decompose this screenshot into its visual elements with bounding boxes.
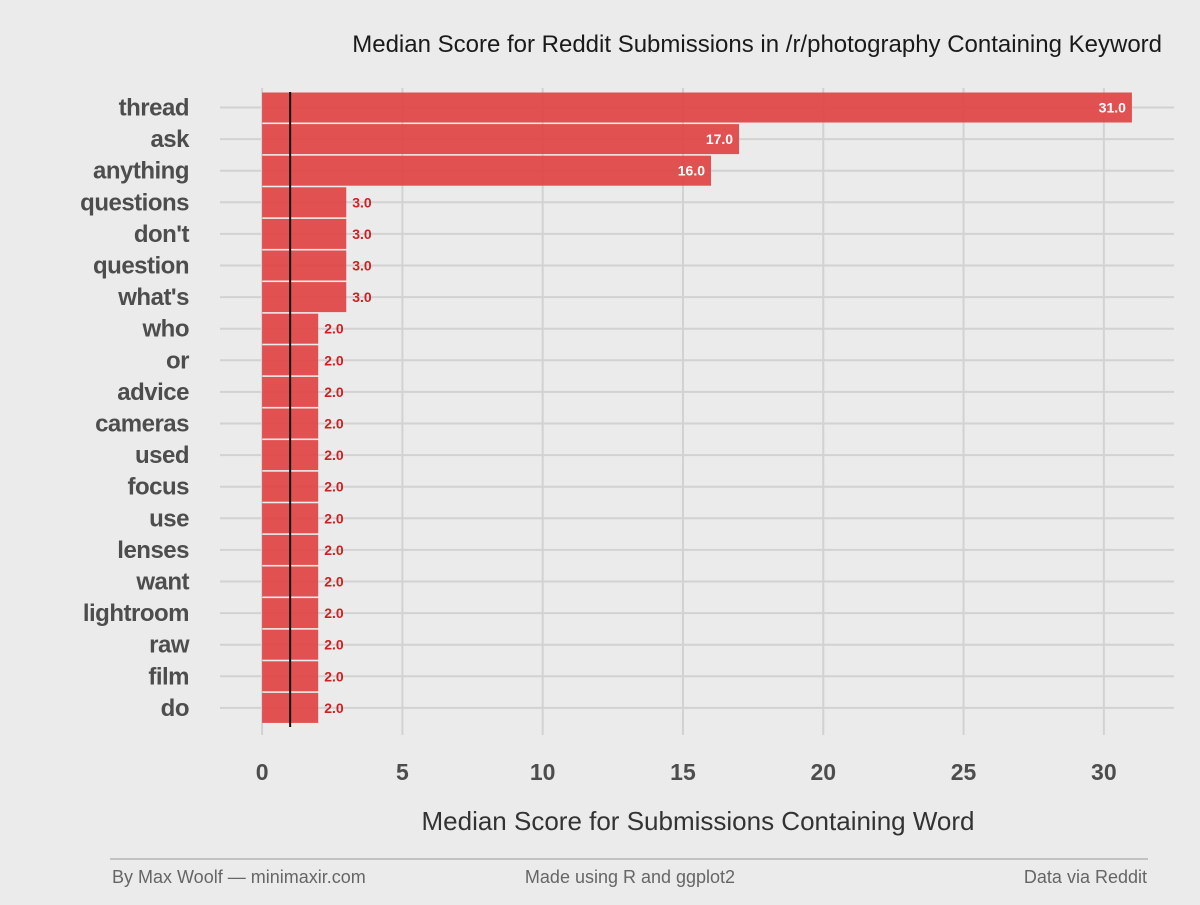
data-label: 17.0 (706, 131, 733, 147)
category-label: anything (93, 158, 189, 185)
bar (262, 124, 740, 155)
grid (220, 88, 1174, 735)
category-label: thread (119, 95, 189, 122)
category-label: who (142, 316, 190, 343)
category-label: what's (117, 284, 189, 311)
data-label: 2.0 (324, 352, 344, 368)
data-label: 2.0 (324, 605, 344, 621)
category-labels: thread ask anything questions don't question w… (80, 95, 190, 722)
x-tick-label: 15 (670, 759, 696, 785)
category-label: ask (150, 126, 190, 153)
x-tick-label: 5 (396, 759, 409, 785)
chart-title: Median Score for Reddit Submissions in /… (352, 31, 1162, 58)
x-tick-label: 20 (810, 759, 836, 785)
category-label: question (93, 253, 189, 280)
x-axis-label: Median Score for Submissions Containing … (421, 806, 974, 836)
x-tick-label: 0 (256, 759, 269, 785)
category-label: film (148, 663, 189, 690)
data-label: 3.0 (352, 226, 372, 242)
data-label: 2.0 (324, 321, 344, 337)
data-label: 3.0 (352, 258, 372, 274)
data-label: 2.0 (324, 510, 344, 526)
category-label: want (135, 569, 189, 596)
category-label: lenses (117, 537, 189, 564)
category-label: or (166, 347, 189, 374)
footer-tools: Made using R and ggplot2 (525, 867, 735, 887)
value-labels: 31.0 17.016.0 3.0 3.0 3.0 3.0 2.0 2.0 2.0 2.0 2.0 2… (324, 100, 1126, 716)
category-label: focus (127, 474, 189, 501)
data-label: 3.0 (352, 194, 372, 210)
footer-source: Data via Reddit (1024, 867, 1147, 887)
category-label: questions (80, 189, 189, 216)
data-label: 2.0 (324, 384, 344, 400)
x-tick-label: 25 (951, 759, 977, 785)
category-label: lightroom (83, 600, 189, 627)
x-axis-ticks: 0 5 10 15 20 25 30 (256, 759, 1117, 785)
x-tick-label: 10 (530, 759, 556, 785)
bar (262, 187, 347, 218)
data-label: 2.0 (324, 542, 344, 558)
bar (262, 218, 347, 249)
data-label: 2.0 (324, 416, 344, 432)
bar (262, 92, 1132, 123)
bar (262, 282, 347, 313)
data-label: 31.0 (1099, 100, 1126, 116)
category-label: used (135, 442, 189, 469)
bar (262, 155, 712, 186)
data-label: 2.0 (324, 574, 344, 590)
data-label: 2.0 (324, 447, 344, 463)
data-label: 16.0 (678, 163, 705, 179)
category-label: don't (134, 221, 190, 248)
data-label: 3.0 (352, 289, 372, 305)
bar (262, 250, 347, 281)
data-label: 2.0 (324, 668, 344, 684)
data-label: 2.0 (324, 700, 344, 716)
footer-credit: By Max Woolf — minimaxir.com (112, 867, 366, 887)
category-label: cameras (95, 411, 189, 438)
x-tick-label: 30 (1091, 759, 1117, 785)
data-label: 2.0 (324, 479, 344, 495)
category-label: do (161, 695, 189, 722)
category-label: use (149, 505, 189, 532)
category-label: raw (149, 632, 190, 659)
category-label: advice (117, 379, 189, 406)
bars (262, 92, 1132, 723)
data-label: 2.0 (324, 637, 344, 653)
